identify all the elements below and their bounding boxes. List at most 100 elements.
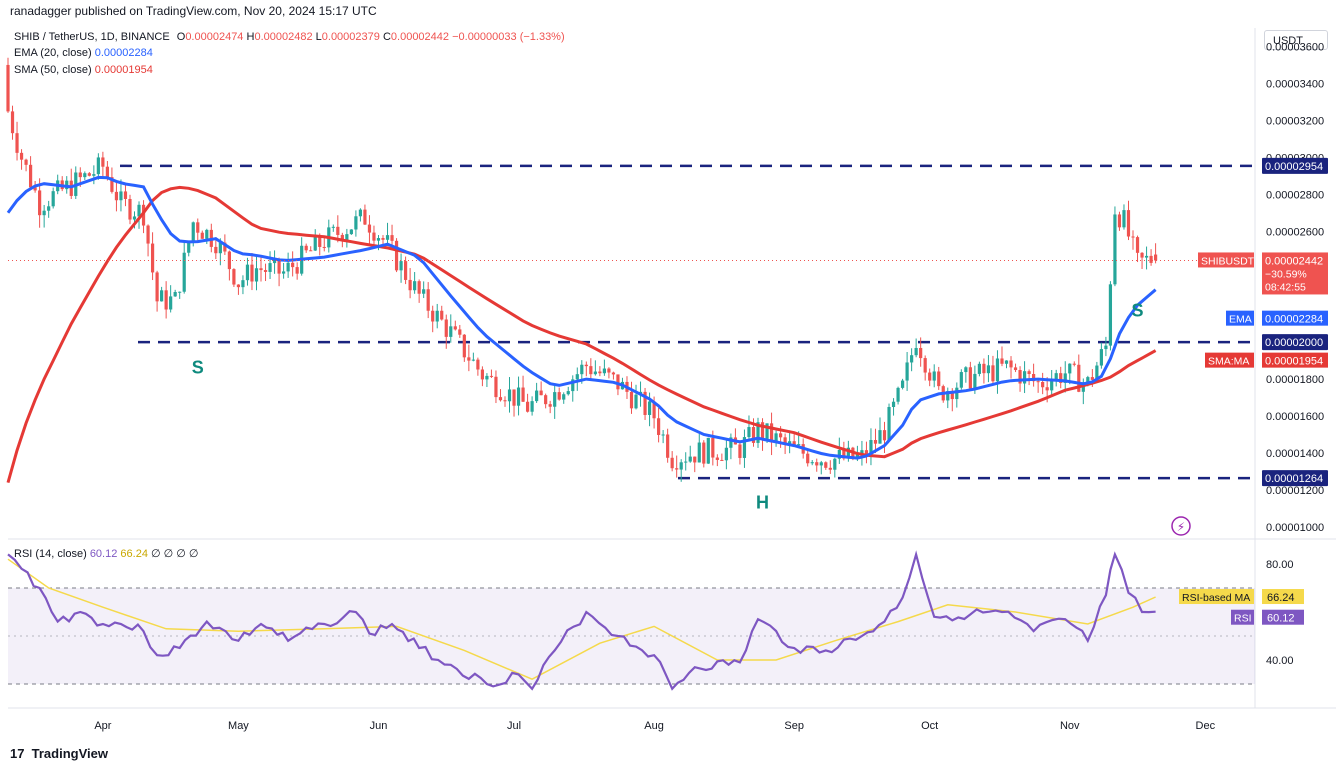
candle-body (1113, 214, 1117, 285)
candle-body (553, 392, 557, 407)
candle-body (309, 250, 313, 252)
candle-body (1032, 374, 1036, 382)
time-tick-label: Oct (921, 720, 938, 732)
candle-body (1104, 345, 1108, 350)
candle-body (810, 462, 814, 464)
currency-button[interactable]: USDT (1264, 30, 1328, 50)
candle-body (444, 319, 448, 337)
candle-body (65, 180, 69, 190)
candle-body (431, 310, 435, 322)
rsi-value: 60.12 (1267, 613, 1295, 625)
candle-body (1122, 210, 1126, 228)
candle-body (797, 444, 801, 446)
candle-body (155, 272, 159, 302)
candle-body (548, 404, 552, 407)
candle-body (950, 391, 954, 400)
candle-body (643, 391, 647, 415)
candle-body (932, 371, 936, 381)
rsi-legend-value: 60.12 (89, 548, 118, 560)
horizontal-levels (120, 164, 1255, 480)
candle-body (769, 423, 774, 443)
candle-body (28, 164, 33, 188)
candle-body (227, 251, 231, 270)
rsi-legend[interactable]: RSI (14, close) 60.12 66.24 ∅ ∅ ∅ ∅ (14, 547, 199, 560)
candle-body (977, 363, 981, 374)
candle-body (995, 358, 1000, 382)
price-tick-label: 0.00001000 (1266, 522, 1324, 534)
candle-body (282, 271, 286, 274)
candle-body (268, 263, 272, 272)
candle-body (385, 235, 390, 240)
candle-body (729, 437, 733, 448)
candle-body (114, 191, 119, 201)
candle-body (272, 258, 277, 264)
candle-body (137, 204, 141, 217)
candle-body (611, 372, 616, 375)
candle-body (1022, 371, 1027, 384)
candle-body (399, 261, 403, 271)
candle-body (711, 437, 715, 458)
candle-body (200, 232, 204, 239)
candle-body (819, 462, 823, 466)
time-tick-label: Nov (1060, 720, 1080, 732)
candle-body (778, 433, 783, 438)
candle-body (647, 401, 652, 415)
candle-body (855, 454, 860, 459)
candle-body (349, 229, 353, 235)
candle-body (864, 450, 869, 456)
time-tick-label: Aug (644, 720, 664, 732)
candle-body (1135, 237, 1140, 253)
candle-body (846, 447, 850, 459)
tradingview-brand[interactable]: 17 TradingView (10, 746, 108, 761)
candle-body (783, 437, 787, 444)
candle-body (51, 191, 55, 207)
candle-body (160, 290, 164, 302)
ema-value-tag: 0.00002284 (1265, 314, 1323, 326)
time-tick-label: Jul (507, 720, 521, 732)
candle-body (891, 401, 896, 407)
candle-body (580, 364, 584, 375)
candle-body (562, 394, 566, 400)
candle-body (164, 290, 168, 310)
candle-body (1009, 360, 1013, 368)
open-label: O (176, 31, 186, 43)
candle-body (616, 374, 620, 390)
time-tick-label: Dec (1196, 720, 1216, 732)
sma-tag-bg (1205, 352, 1254, 368)
candle-body (507, 389, 512, 402)
candle-body (141, 204, 146, 226)
rsi-lines (7, 550, 1156, 691)
candle-body (607, 368, 611, 373)
candle-body (394, 240, 399, 271)
candle-body (105, 166, 109, 178)
candle-body (196, 222, 200, 233)
candle-body (10, 111, 15, 134)
candle-body (747, 427, 751, 438)
last-price-value: 0.00002442 (1265, 255, 1323, 267)
candle-body (1041, 381, 1045, 388)
symbol-name[interactable]: SHIB / TetherUS, 1D, BINANCE (14, 31, 170, 43)
sma-legend[interactable]: SMA (50, close) 0.00001954 (14, 64, 153, 76)
candle-body (1117, 214, 1122, 228)
candle-body (150, 243, 155, 273)
candle-body (914, 347, 918, 356)
pattern-label-shoulder: S (192, 358, 204, 378)
candle-body (42, 210, 46, 216)
candle-body (1013, 367, 1018, 371)
candle-body (684, 461, 688, 463)
candle-body (738, 444, 742, 458)
pattern-annotations: S H S ⚡ (192, 300, 1191, 536)
candle-body (516, 387, 521, 406)
candle-body (313, 235, 317, 251)
ema-legend[interactable]: EMA (20, close) 0.00002284 (14, 47, 153, 59)
rsi-ma-legend-value: 66.24 (120, 548, 148, 560)
candle-body (422, 289, 426, 294)
candle-body (968, 367, 972, 389)
candle-body (521, 387, 525, 402)
candle-body (263, 270, 268, 272)
rsi-tag-label: RSI (1234, 613, 1252, 625)
candle-body (986, 365, 991, 374)
rsi-ma-tag-label: RSI-based MA (1182, 592, 1250, 604)
candle-body (751, 427, 756, 443)
